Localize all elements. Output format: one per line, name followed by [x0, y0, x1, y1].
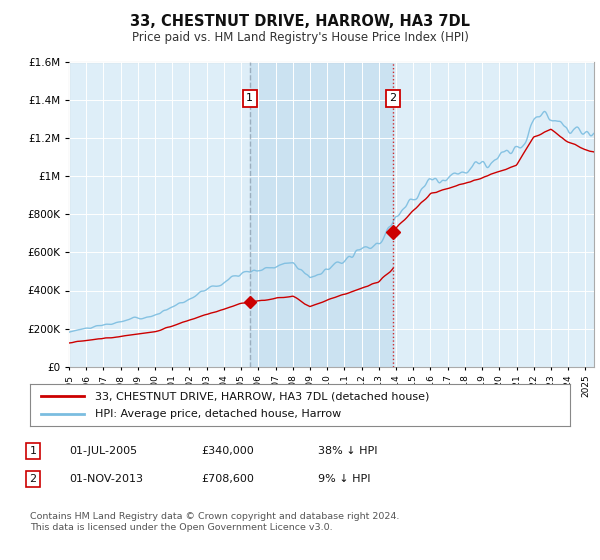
Text: 1: 1 — [246, 93, 253, 103]
Text: 33, CHESTNUT DRIVE, HARROW, HA3 7DL: 33, CHESTNUT DRIVE, HARROW, HA3 7DL — [130, 14, 470, 29]
Text: £708,600: £708,600 — [201, 474, 254, 484]
Text: 01-JUL-2005: 01-JUL-2005 — [69, 446, 137, 456]
Text: £340,000: £340,000 — [201, 446, 254, 456]
Text: 2: 2 — [29, 474, 37, 484]
Text: Contains HM Land Registry data © Crown copyright and database right 2024.
This d: Contains HM Land Registry data © Crown c… — [30, 512, 400, 532]
Text: Price paid vs. HM Land Registry's House Price Index (HPI): Price paid vs. HM Land Registry's House … — [131, 31, 469, 44]
Text: 01-NOV-2013: 01-NOV-2013 — [69, 474, 143, 484]
Text: 9% ↓ HPI: 9% ↓ HPI — [318, 474, 371, 484]
Text: 1: 1 — [29, 446, 37, 456]
Text: HPI: Average price, detached house, Harrow: HPI: Average price, detached house, Harr… — [95, 409, 341, 419]
Text: 2: 2 — [389, 93, 397, 103]
Text: 38% ↓ HPI: 38% ↓ HPI — [318, 446, 377, 456]
Text: 33, CHESTNUT DRIVE, HARROW, HA3 7DL (detached house): 33, CHESTNUT DRIVE, HARROW, HA3 7DL (det… — [95, 391, 429, 401]
Bar — [250, 62, 393, 367]
